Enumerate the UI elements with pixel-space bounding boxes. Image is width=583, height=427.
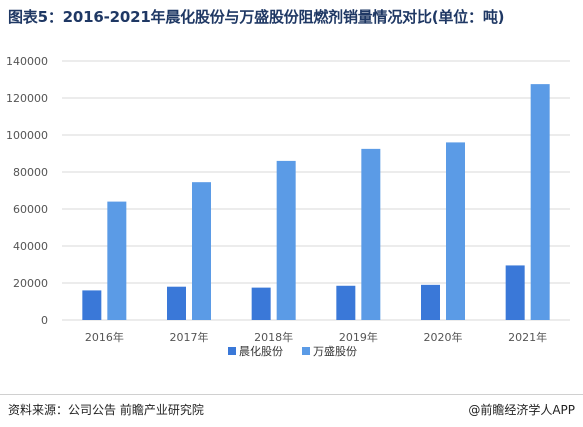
credit-note: @前瞻经济学人APP — [468, 403, 575, 417]
x-tick-label: 2020年 — [424, 330, 463, 344]
legend-label: 晨化股份 — [239, 344, 283, 358]
bar-chart: 020000400006000080000100000120000140000 … — [6, 55, 570, 358]
legend-label: 万盛股份 — [313, 344, 357, 358]
y-tick-label: 60000 — [13, 203, 48, 216]
footer-divider — [0, 394, 583, 395]
y-tick-label: 120000 — [6, 92, 48, 105]
legend-swatch — [228, 347, 236, 355]
legend-swatch — [302, 347, 310, 355]
source-note: 资料来源：公司公告 前瞻产业研究院 — [8, 403, 204, 417]
y-tick-label: 40000 — [13, 240, 48, 253]
bar-series-a — [82, 290, 102, 320]
x-axis-ticks: 2016年 2017年 2018年 2019年 2020年 2021年 — [85, 330, 547, 344]
bar-series-a — [336, 285, 356, 320]
y-tick-label: 140000 — [6, 55, 48, 68]
y-tick-label: 100000 — [6, 129, 48, 142]
bar-series-a — [251, 287, 271, 320]
bar-series-b — [276, 160, 296, 320]
chart-title: 图表5：2016-2021年晨化股份与万盛股份阻燃剂销量情况对比(单位：吨) — [8, 8, 505, 26]
y-axis-ticks: 0 20000 40000 60000 80000 100000 120000 140000 — [6, 55, 48, 327]
bar-series-a — [167, 286, 186, 320]
legend: 晨化股份 万盛股份 — [228, 344, 357, 358]
bar-series-b — [107, 201, 127, 320]
bar-series-a — [421, 284, 440, 320]
bar-series-b — [530, 84, 550, 320]
bar-series-b — [446, 142, 465, 320]
y-tick-label: 80000 — [13, 166, 48, 179]
x-tick-label: 2019年 — [339, 330, 378, 344]
x-tick-label: 2021年 — [508, 330, 547, 344]
x-tick-label: 2016年 — [85, 330, 124, 344]
x-tick-label: 2017年 — [170, 330, 209, 344]
bar-series-b — [361, 148, 381, 320]
bar-series-b — [192, 182, 211, 320]
y-tick-label: 0 — [41, 314, 48, 327]
y-tick-label: 20000 — [13, 277, 48, 290]
bar-series-a — [505, 265, 525, 320]
bars — [82, 84, 550, 320]
gridlines — [62, 60, 570, 321]
x-tick-label: 2018年 — [254, 330, 293, 344]
